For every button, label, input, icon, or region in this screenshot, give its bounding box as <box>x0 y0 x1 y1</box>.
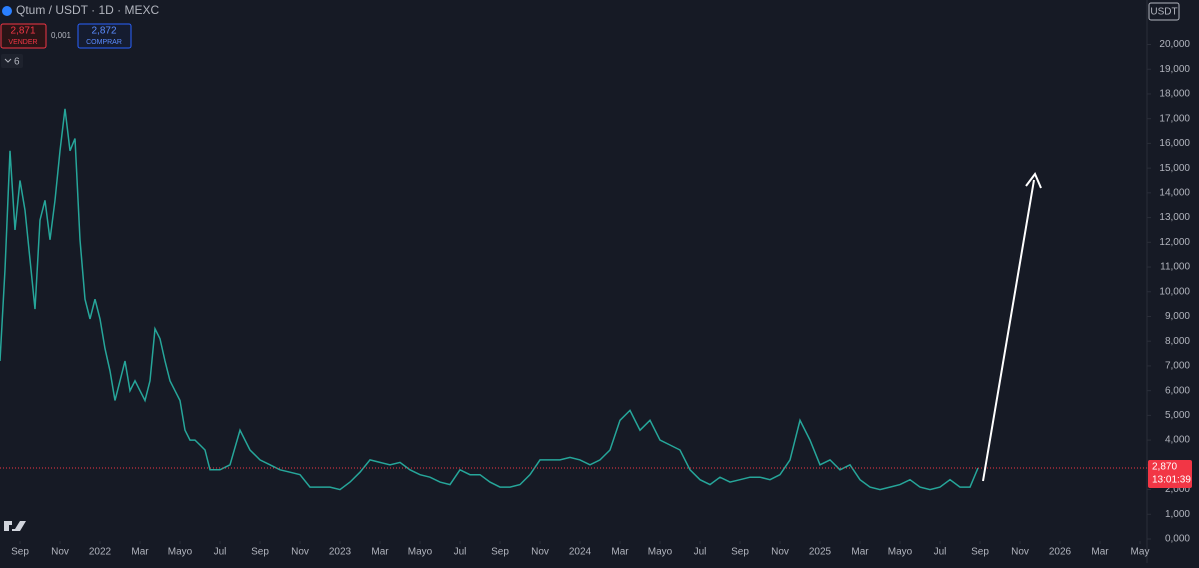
chart-title: Qtum / USDT · 1D · MEXC <box>16 3 159 17</box>
annotation-arrow <box>982 179 1035 482</box>
sell-button[interactable] <box>0 23 47 49</box>
arrow-head <box>1025 172 1042 189</box>
x-tick-label: Mar <box>371 547 389 558</box>
x-tick-label: Sep <box>491 547 509 558</box>
x-tick-label: Sep <box>251 547 269 558</box>
y-tick-label: 18,000 <box>1159 89 1190 100</box>
y-tick-label: 9,000 <box>1165 311 1190 322</box>
currency: USDT <box>1150 7 1177 18</box>
x-tick-label: 2024 <box>569 547 592 558</box>
x-tick-label: Sep <box>731 547 749 558</box>
x-tick-label: Mayo <box>168 547 193 558</box>
x-tick-label: Nov <box>291 547 309 558</box>
sell-price: 2,871 <box>10 26 35 37</box>
x-tick-label: 2025 <box>809 547 832 558</box>
y-tick-label: 17,000 <box>1159 113 1190 124</box>
x-tick-label: Mayo <box>888 547 913 558</box>
last-price-tag <box>1148 460 1192 489</box>
y-tick-label: 20,000 <box>1159 39 1190 50</box>
chevron-icon <box>4 58 12 63</box>
x-tick-label: 2022 <box>89 547 112 558</box>
x-tick-label: May <box>1131 547 1150 558</box>
x-tick-label: Mayo <box>648 547 673 558</box>
y-tick-label: 4,000 <box>1165 435 1190 446</box>
symbol-icon <box>2 6 12 16</box>
x-tick-label: Sep <box>971 547 989 558</box>
spread: 0,001 <box>51 31 72 40</box>
x-tick-label: Jul <box>934 547 947 558</box>
x-tick-label: 2026 <box>1049 547 1072 558</box>
y-tick-label: 16,000 <box>1159 138 1190 149</box>
x-tick-label: Mar <box>131 547 149 558</box>
x-tick-label: Jul <box>694 547 707 558</box>
x-tick-label: Sep <box>11 547 29 558</box>
x-tick-label: Mar <box>611 547 629 558</box>
y-tick-label: 0,000 <box>1165 534 1190 545</box>
x-tick-label: Jul <box>214 547 227 558</box>
buy-button[interactable] <box>77 23 132 49</box>
countdown: 13:01:39 <box>1152 475 1191 486</box>
sell-label: VENDER <box>8 39 37 46</box>
indicator-count: 6 <box>14 57 20 68</box>
y-tick-label: 11,000 <box>1160 262 1190 273</box>
currency-button[interactable] <box>1148 2 1180 21</box>
y-tick-label: 8,000 <box>1165 336 1190 347</box>
y-tick-label: 5,000 <box>1165 410 1190 421</box>
y-tick-label: 7,000 <box>1165 361 1190 372</box>
x-tick-label: Mar <box>851 547 869 558</box>
y-tick-label: 12,000 <box>1159 237 1190 248</box>
x-tick-label: Nov <box>51 547 69 558</box>
y-tick-label: 10,000 <box>1159 286 1190 297</box>
x-tick-label: Jul <box>454 547 467 558</box>
y-tick-label: 6,000 <box>1165 385 1190 396</box>
x-tick-label: Nov <box>531 547 549 558</box>
x-tick-label: Nov <box>1011 547 1029 558</box>
buy-label: COMPRAR <box>86 39 122 46</box>
buy-price: 2,872 <box>91 26 116 37</box>
y-tick-label: 2,000 <box>1165 484 1190 495</box>
x-tick-label: Nov <box>771 547 789 558</box>
x-tick-label: Mayo <box>408 547 433 558</box>
y-tick-label: 15,000 <box>1159 163 1190 174</box>
y-tick-label: 13,000 <box>1159 212 1190 223</box>
logo <box>4 521 26 531</box>
y-tick-label: 14,000 <box>1159 187 1190 198</box>
y-tick-label: 19,000 <box>1159 64 1190 75</box>
x-tick-label: 2023 <box>329 547 352 558</box>
price-line <box>0 108 979 491</box>
y-tick-label: 1,000 <box>1165 509 1190 520</box>
last-price-label: 2,870 <box>1152 462 1177 473</box>
indicator-toggle[interactable] <box>1 54 23 68</box>
x-tick-label: Mar <box>1091 547 1109 558</box>
